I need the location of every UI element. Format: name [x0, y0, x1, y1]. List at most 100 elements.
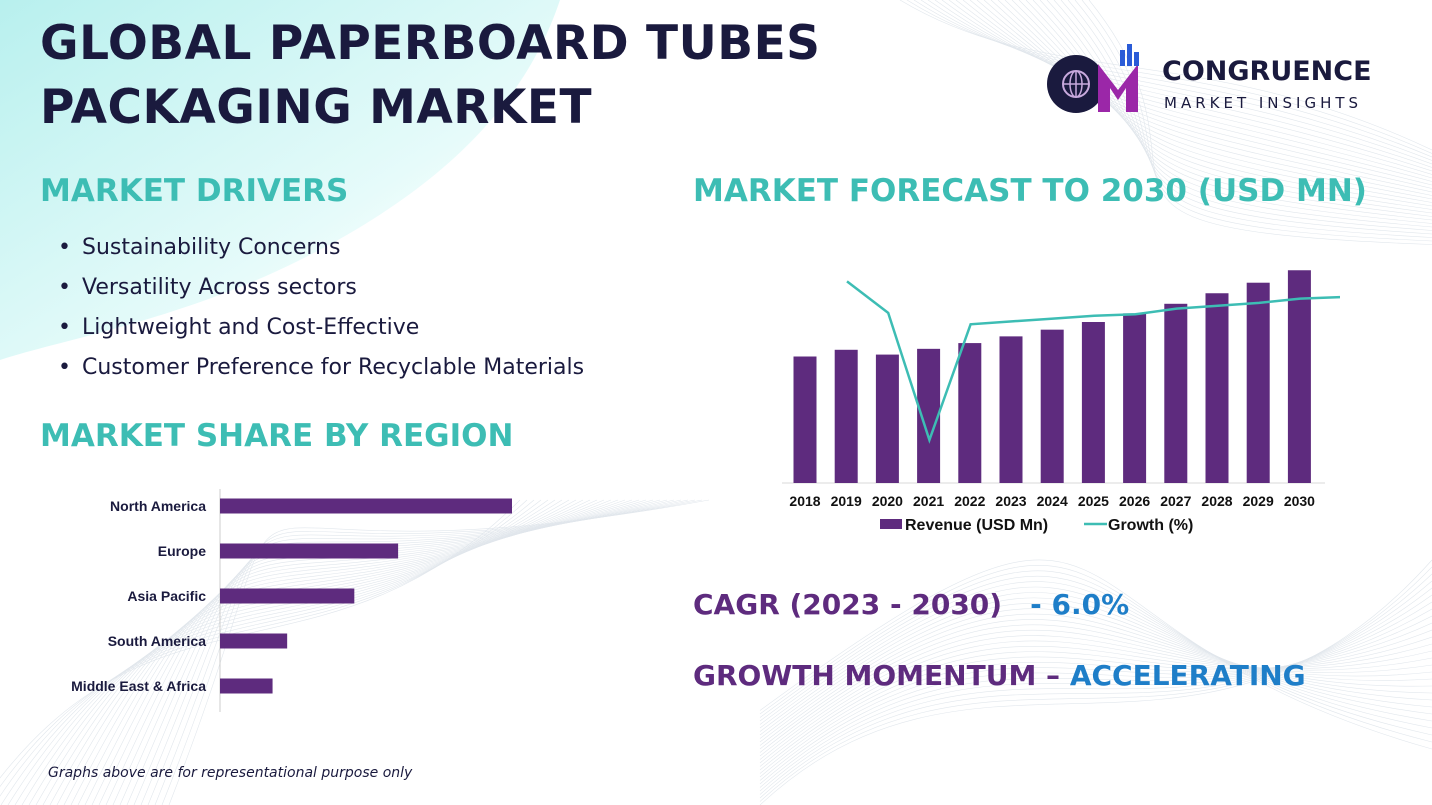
market-forecast-heading: MARKET FORECAST TO 2030 (USD MN): [693, 173, 1367, 209]
driver-item: • Versatility Across sectors: [58, 268, 584, 308]
market-drivers-list: • Sustainability Concerns • Versatility Ac…: [58, 228, 584, 388]
background-wave-line: [759, 629, 1432, 757]
year-tick-label: 2021: [913, 493, 944, 509]
bullet-icon: •: [58, 275, 71, 300]
background-wave-line: [1011, 0, 1432, 207]
revenue-bar: [1040, 329, 1064, 483]
background-wave-line: [948, 0, 1432, 175]
background-wave-line: [759, 566, 1432, 802]
region-category-label: North America: [110, 498, 206, 514]
title-line-1: GLOBAL PAPERBOARD TUBES: [40, 16, 821, 71]
year-tick-label: 2026: [1119, 493, 1150, 509]
year-tick-label: 2019: [831, 493, 862, 509]
driver-item-text: Versatility Across sectors: [82, 275, 357, 300]
year-tick-label: 2023: [995, 493, 1026, 509]
revenue-bar: [1164, 303, 1188, 483]
region-category-label: Middle East & Africa: [71, 678, 206, 694]
background-wave-line: [759, 619, 1432, 750]
background-wave-line: [759, 586, 1432, 729]
background-wave-line: [105, 499, 647, 805]
background-wave-line: [759, 573, 1432, 799]
growth-line: [846, 280, 1340, 444]
background-wave-line: [759, 624, 1432, 753]
year-tick-label: 2027: [1160, 493, 1191, 509]
year-tick-label: 2025: [1078, 493, 1109, 509]
revenue-bar: [1205, 293, 1229, 483]
region-category-label: South America: [108, 633, 206, 649]
background-wave-line: [997, 0, 1432, 200]
region-bar: [220, 498, 512, 514]
cagr-label: CAGR (2023 - 2030): [693, 588, 1003, 621]
driver-item-text: Customer Preference for Recyclable Mater…: [82, 355, 585, 380]
background-wave-line: [983, 0, 1432, 193]
logo-brand-name: CONGRUENCE: [1162, 56, 1372, 87]
cagr-value: - 6.0%: [1030, 588, 1130, 621]
background-wave-line: [154, 499, 696, 805]
background-wave-line: [14, 499, 556, 805]
background-wave-line: [98, 499, 640, 805]
company-logo: CONGRUENCE MARKET INSIGHTS: [1046, 40, 1396, 120]
revenue-bar: [917, 348, 941, 483]
background-wave-line: [759, 565, 1432, 743]
background-wave-line: [1053, 0, 1432, 228]
background-wave-line: [759, 575, 1432, 729]
revenue-bar: [1123, 313, 1147, 483]
background-wave-line: [1081, 0, 1432, 242]
background-wave-line: [759, 608, 1432, 743]
bullet-icon: •: [58, 355, 71, 380]
background-wave-line: [759, 559, 1432, 805]
region-bar: [220, 543, 399, 559]
market-share-heading: MARKET SHARE BY REGION: [40, 418, 514, 454]
background-wave-line: [63, 499, 605, 805]
background-wave-line: [147, 499, 689, 805]
background-wave-line: [91, 499, 633, 805]
background-wave-line: [962, 0, 1432, 182]
background-wave-line: [759, 581, 1432, 725]
background-wave-line: [990, 0, 1432, 196]
background-wave-line: [759, 622, 1432, 774]
background-wave-line: [84, 499, 626, 805]
revenue-bar: [875, 354, 899, 483]
cagr-stat: CAGR (2023 - 2030) - 6.0%: [693, 588, 1129, 621]
background-wave-line: [759, 629, 1432, 771]
driver-item: • Customer Preference for Recyclable Mate…: [58, 348, 584, 388]
forecast-combo-chart: 2018 2019 2020 2021 2022 2023 2024 2025 2026 2027…: [782, 270, 1340, 534]
year-tick-label: 2020: [872, 493, 903, 509]
background-wave-line: [168, 499, 710, 805]
background-wave-line: [759, 615, 1432, 778]
background-wave-line: [112, 499, 654, 805]
legend-growth-label: Growth (%): [1108, 517, 1193, 534]
background-wave-line: [28, 499, 570, 805]
market-drivers-heading: MARKET DRIVERS: [40, 173, 349, 209]
revenue-bar: [834, 349, 858, 483]
background-wave-line: [759, 580, 1432, 795]
revenue-bar: [1287, 270, 1311, 483]
year-tick-label: 2029: [1243, 493, 1274, 509]
background-wave-line: [1004, 0, 1432, 203]
year-tick-label: 2018: [789, 493, 820, 509]
background-wave-line: [955, 0, 1432, 179]
revenue-bar: [958, 343, 982, 483]
background-wave-line: [1067, 0, 1432, 235]
year-tick-label: 2028: [1201, 493, 1232, 509]
background-wave-line: [77, 499, 619, 805]
background-wave-line: [759, 636, 1432, 767]
revenue-bar: [1081, 322, 1105, 483]
background-wave-line: [759, 594, 1432, 788]
revenue-bar: [999, 336, 1023, 483]
background-wave-line: [1074, 0, 1432, 238]
background-wave-line: [21, 499, 563, 805]
background-wave-line: [759, 559, 1432, 750]
background-wave-line: [759, 587, 1432, 792]
legend-revenue-label: Revenue (USD Mn): [905, 517, 1048, 534]
background-wave-line: [70, 499, 612, 805]
year-tick-label: 2030: [1284, 493, 1315, 509]
title-line-2: PACKAGING MARKET: [40, 80, 593, 135]
page-title: GLOBAL PAPERBOARD TUBES PACKAGING MARKET: [40, 12, 821, 140]
region-category-label: Europe: [158, 543, 206, 559]
revenue-bar: [793, 356, 817, 483]
cm-logo-icon: [1047, 44, 1139, 113]
background-wave-line: [759, 613, 1432, 746]
bullet-icon: •: [58, 315, 71, 340]
